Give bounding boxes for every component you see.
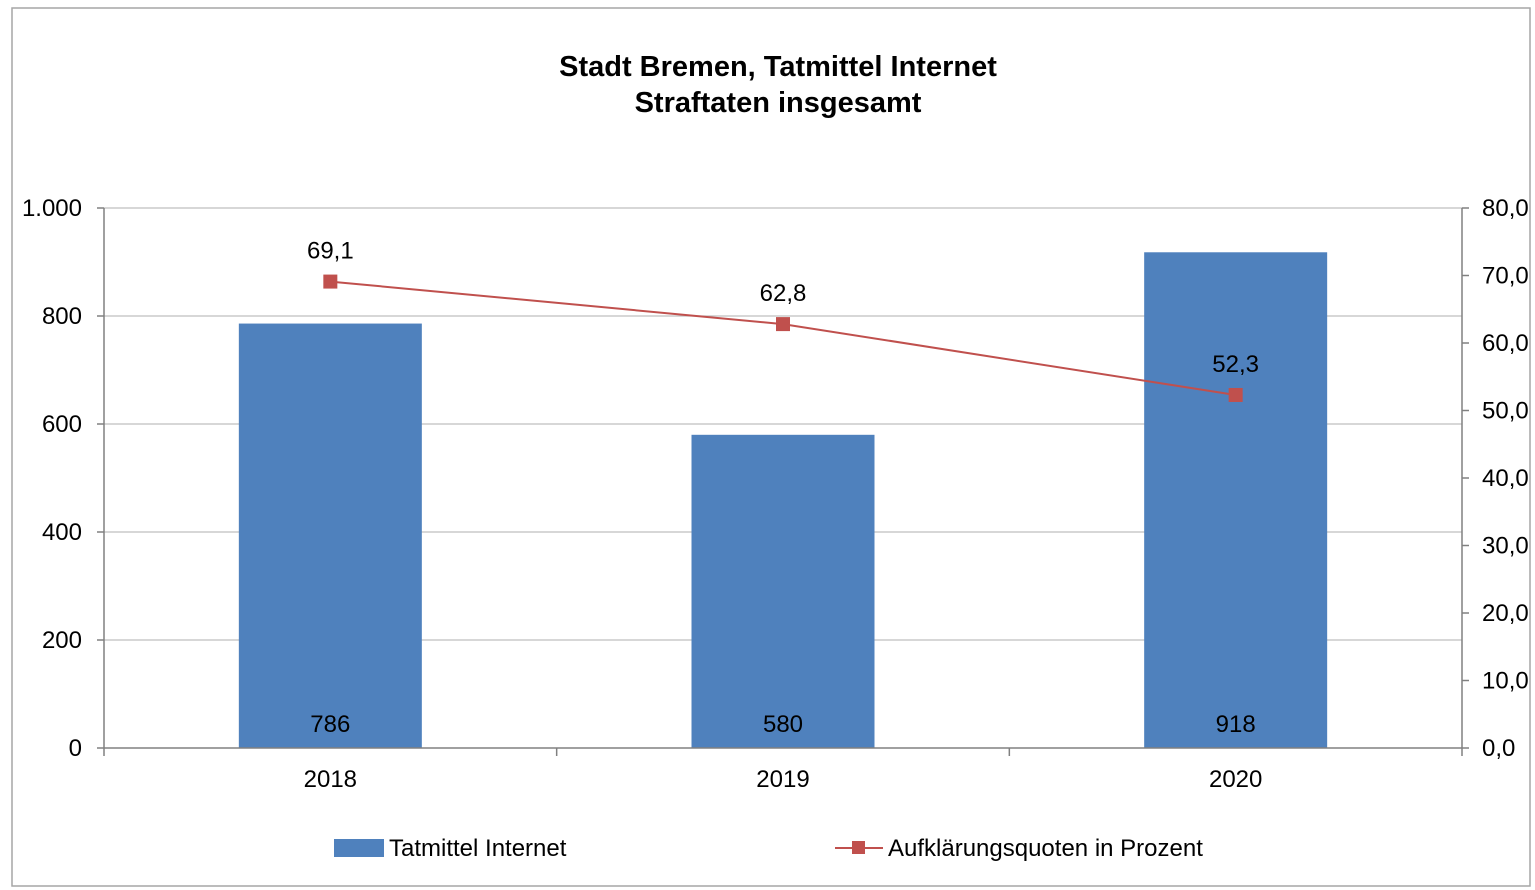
y-right-tick-label: 60,0 [1482,330,1529,357]
bar-series [238,252,1328,748]
y-left-tick-label: 1.000 [22,195,82,222]
x-tick-label: 2020 [1209,766,1262,793]
legend: Tatmittel Internet Aufklärungsquoten in … [334,835,1203,862]
y-left-tick-label: 0 [69,735,82,762]
line-marker [1228,387,1243,402]
y-right-tick-label: 70,0 [1482,263,1529,290]
y-right-tick-label: 50,0 [1482,398,1529,425]
bar-value-label: 918 [1216,711,1256,738]
y-right-tick-label: 40,0 [1482,465,1529,492]
y-left-tick-label: 400 [42,519,82,546]
y-right-tick-label: 30,0 [1482,533,1529,560]
x-tick-label: 2018 [304,766,357,793]
chart-title-line-1: Stadt Bremen, Tatmittel Internet [559,51,997,83]
y-right-tick-label: 10,0 [1482,668,1529,695]
y-right-tick-label: 0,0 [1482,735,1515,762]
line-series [323,274,1243,402]
line-marker [323,274,338,289]
bar [238,323,422,748]
chart-title-line-2: Straftaten insgesamt [635,87,922,119]
x-tick-label: 2019 [756,766,809,793]
legend-swatch-bar [334,839,384,857]
line-value-label: 69,1 [307,238,354,265]
legend-label-line: Aufklärungsquoten in Prozent [888,835,1203,862]
legend-label-bar: Tatmittel Internet [389,835,567,862]
line-value-label: 52,3 [1212,351,1259,378]
y-left-tick-label: 800 [42,303,82,330]
y-left-tick-label: 200 [42,627,82,654]
bar [691,434,875,748]
bar-value-label: 580 [763,711,803,738]
y-right-tick-label: 80,0 [1482,195,1529,222]
y-left-tick-label: 600 [42,411,82,438]
line-value-label: 62,8 [760,280,807,307]
legend-swatch-marker [852,841,865,854]
bar-value-label: 786 [310,711,350,738]
y-right-tick-label: 20,0 [1482,600,1529,627]
data-labels: 786 580 918 69,1 62,8 52,3 [307,238,1259,738]
axes: 0 200 400 600 800 1.000 0,0 10,0 20,0 30,0 40,0 50,… [22,195,1529,793]
bar [1144,252,1328,748]
line-marker [776,317,790,332]
